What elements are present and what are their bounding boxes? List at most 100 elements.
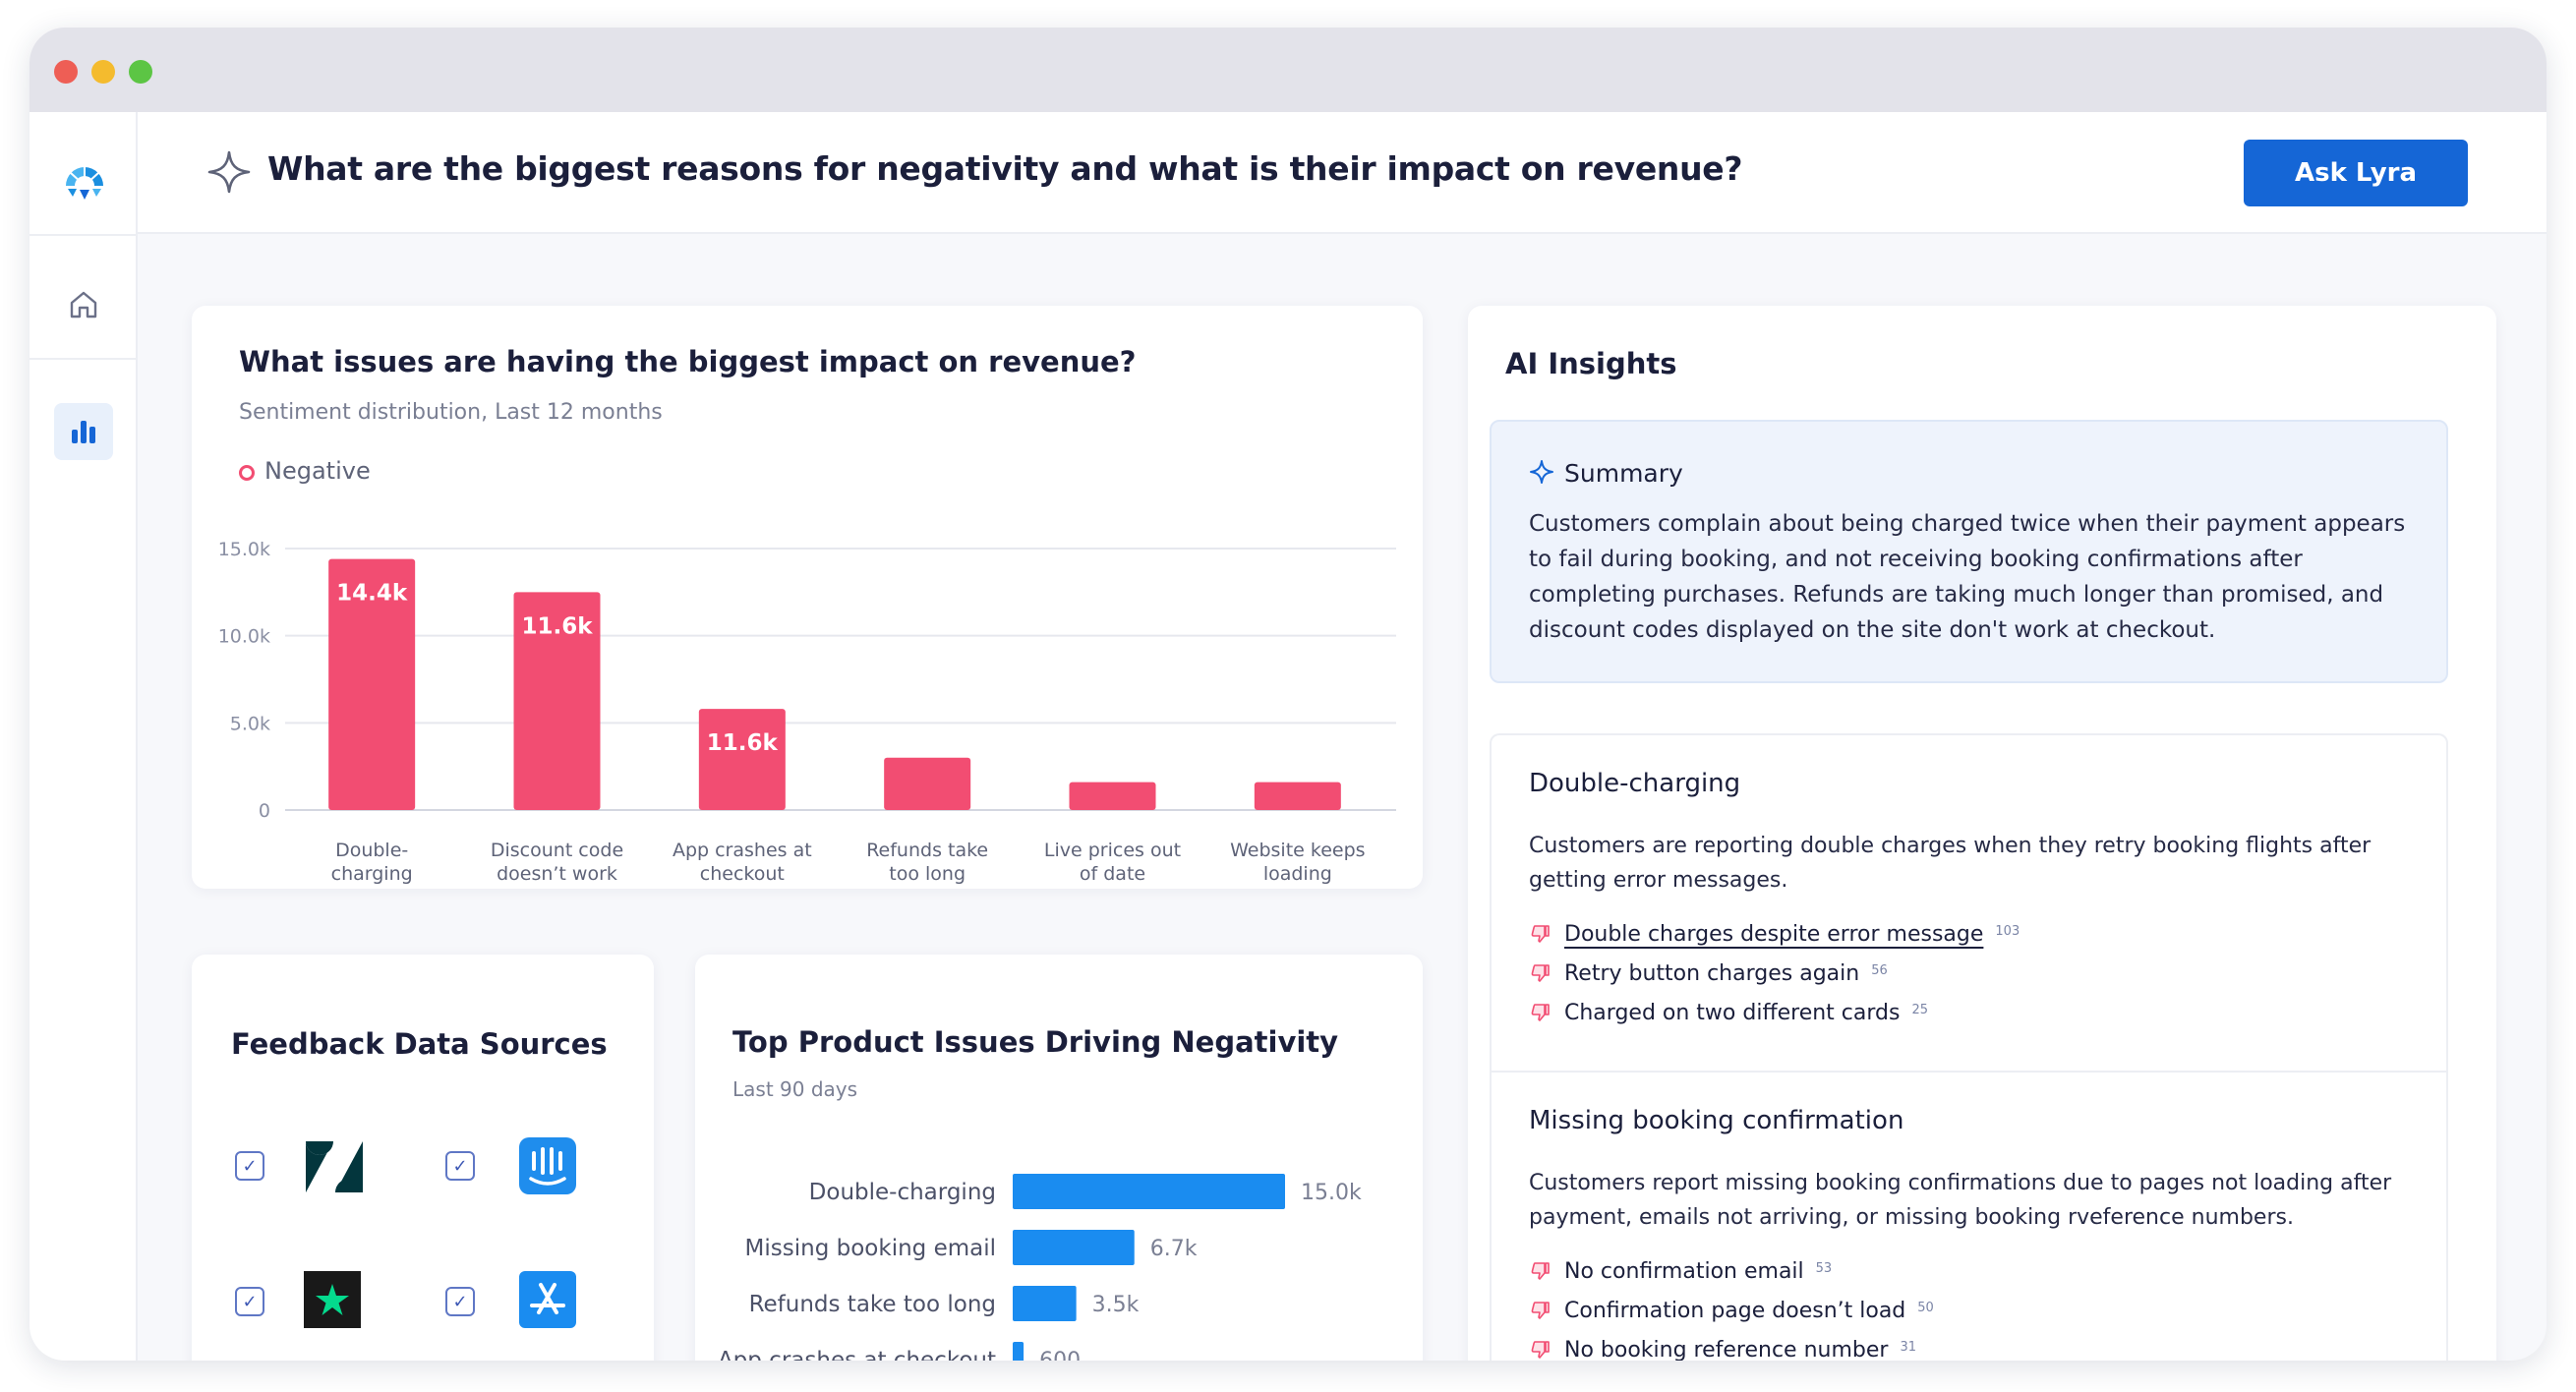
insight-item-label: Retry button charges again [1564,960,1860,986]
data-label: 6.7k [1150,1237,1198,1261]
y-tick-label: 10.0k [218,626,270,648]
intercom-icon [519,1137,576,1194]
bar-chart-icon [72,421,95,443]
home-icon[interactable] [66,287,101,322]
insight-section: Double-charging Customers are reporting … [1490,733,2448,1073]
y-tick-label: Missing booking email [745,1236,996,1261]
thumbs-down-icon [1531,1341,1550,1359]
x-tick-label: of date [1080,863,1145,885]
close-window-button[interactable] [54,60,78,84]
trustpilot-icon [304,1271,361,1328]
y-tick-label: 15.0k [218,539,270,560]
minimize-window-button[interactable] [91,60,115,84]
bar [1069,782,1156,810]
card-subtitle: Last 90 days [732,1077,858,1101]
y-tick-label: Double-charging [809,1180,996,1205]
insight-item[interactable]: No confirmation email 53 [1529,1254,1832,1288]
y-tick-label: 5.0k [230,713,270,734]
ai-insights-card: AI Insights Summary Customers complain a… [1468,306,2496,1361]
sidebar [29,112,138,1361]
insight-item-label: Charged on two different cards [1564,1000,1901,1025]
sparkle-icon [207,150,251,194]
x-tick-label: Discount code [491,840,623,861]
data-label: 11.6k [521,613,593,639]
question-title: What are the biggest reasons for negativ… [267,149,1743,188]
bar [328,558,416,810]
mention-count: 25 [1911,1002,1929,1017]
card-title: What issues are having the biggest impac… [239,345,1137,378]
data-label: 15.0k [1301,1181,1362,1205]
source-checkbox[interactable]: ✓ [235,1151,264,1181]
source-checkbox[interactable]: ✓ [445,1151,475,1181]
x-tick-label: Refunds take [866,840,988,861]
top-issues-bar-chart: Double-charging 15.0k Missing booking emai… [718,1174,1362,1361]
summary-panel: Summary Customers complain about being c… [1490,420,2448,683]
mention-count: 56 [1871,962,1888,978]
thumbs-down-icon [1531,1302,1550,1319]
mention-count: 31 [1900,1339,1916,1355]
card-title: AI Insights [1505,347,1677,380]
insight-section: Missing booking confirmation Customers r… [1490,1071,2448,1361]
x-tick-label: checkout [700,863,785,885]
sidebar-divider [29,358,138,360]
mention-count: 53 [1815,1260,1833,1276]
insight-item-label: Confirmation page doesn’t load [1564,1298,1906,1323]
y-tick-label: Refunds take too long [749,1292,996,1317]
insight-description: Customers report missing booking confirm… [1529,1171,2392,1230]
bar [884,757,971,810]
ask-lyra-button[interactable]: Ask Lyra [2244,140,2468,206]
insight-item[interactable]: Charged on two different cards 25 [1529,996,1928,1029]
thumbs-down-icon [1531,1004,1550,1021]
source-checkbox[interactable]: ✓ [445,1287,475,1316]
summary-title: Summary [1564,459,1683,488]
sidebar-item-analytics[interactable] [54,403,113,460]
title-bar [29,28,2547,112]
data-label: 11.6k [707,730,779,756]
mention-count: 50 [1917,1300,1934,1315]
bar [698,709,786,810]
bar [1013,1286,1077,1321]
app-logo-icon[interactable] [62,163,107,203]
revenue-impact-card: What issues are having the biggest impac… [192,306,1423,889]
summary-text: Customers complain about being charged t… [1529,511,2406,643]
insight-item[interactable]: Confirmation page doesn’t load 50 [1529,1294,1934,1327]
insight-item[interactable]: Retry button charges again 56 [1529,957,1888,990]
top-issues-card: Top Product Issues Driving Negativity La… [695,955,1423,1361]
x-tick-label: too long [889,863,966,885]
x-tick-label: App crashes at [673,840,812,861]
x-tick-label: doesn’t work [497,863,617,885]
sparkle-icon [1530,460,1553,484]
bar [513,592,601,810]
y-tick-label: 0 [259,800,270,822]
data-label: 3.5k [1092,1293,1140,1317]
bar [1013,1230,1135,1265]
thumbs-down-icon [1531,925,1550,943]
insight-item-label: No confirmation email [1564,1258,1804,1284]
thumbs-down-icon [1531,964,1550,982]
question-header: What are the biggest reasons for negativ… [138,112,2547,234]
zendesk-icon [306,1141,363,1192]
data-label: 600 [1039,1349,1081,1361]
card-title: Feedback Data Sources [231,1027,608,1061]
mention-count: 103 [1995,923,2020,939]
source-checkbox[interactable]: ✓ [235,1287,264,1316]
insight-description: Customers are reporting double charges w… [1529,834,2371,893]
insight-item-label: No booking reference number [1564,1337,1889,1362]
sidebar-divider [29,234,138,236]
insight-item[interactable]: No booking reference number 31 [1529,1333,1916,1361]
insight-title: Missing booking confirmation [1529,1106,1904,1135]
maximize-window-button[interactable] [129,60,152,84]
bar [1013,1342,1025,1361]
legend-label: Negative [264,457,371,485]
insight-title: Double-charging [1529,769,1741,798]
bar [1013,1174,1285,1209]
insight-item[interactable]: Double charges despite error message 103 [1529,917,2020,951]
thumbs-down-icon [1531,1262,1550,1280]
x-tick-label: Website keeps [1230,840,1365,861]
x-tick-label: Double- [335,840,408,861]
legend-marker [239,465,255,481]
bar [1254,782,1341,810]
card-title: Top Product Issues Driving Negativity [732,1025,1339,1059]
x-tick-label: loading [1263,863,1332,885]
revenue-bar-chart: 0 5.0k 10.0k 15.0k 14.4k Double-charging 11.6k… [218,539,1396,885]
